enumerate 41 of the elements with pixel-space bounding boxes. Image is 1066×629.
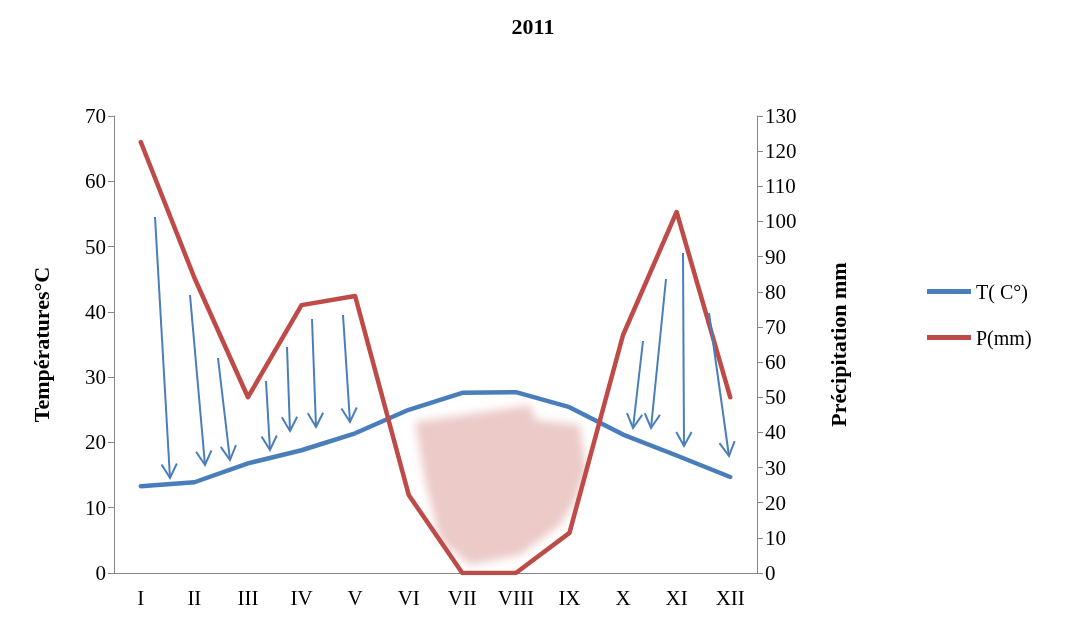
legend-label: T( C°) <box>976 280 1028 304</box>
y2-tick-label: 120 <box>765 139 797 164</box>
x-tick-label: III <box>237 585 259 610</box>
y2-tick-label: 0 <box>765 561 776 585</box>
x-tick-label: VI <box>397 585 420 610</box>
y2-tick-label: 50 <box>765 385 786 410</box>
y2-axis-title: Précipitation mm <box>825 262 851 427</box>
x-tick-label: X <box>615 585 631 610</box>
y-tick-label: 40 <box>85 299 106 324</box>
y2-tick-label: 20 <box>765 490 786 515</box>
y2-tick-label: 130 <box>765 104 797 128</box>
y2-tick-label: 60 <box>765 350 786 375</box>
y-axis-title: Températures°C <box>28 266 54 423</box>
x-tick-label: VIII <box>497 585 534 610</box>
y2-tick-label: 70 <box>765 314 786 339</box>
y-tick-label: 70 <box>85 104 106 128</box>
y2-tick-label: 40 <box>765 420 786 445</box>
legend-label: P(mm) <box>976 326 1032 350</box>
x-tick-label: I <box>137 585 145 610</box>
x-tick-label: XI <box>665 585 688 610</box>
y-tick-label: 10 <box>85 495 106 520</box>
chart-title: 2011 <box>511 13 555 39</box>
y2-tick-label: 80 <box>765 279 786 304</box>
x-tick-label: VII <box>447 585 477 610</box>
x-tick-label: II <box>187 585 202 610</box>
x-tick-label: IX <box>558 585 581 610</box>
y-tick-label: 50 <box>85 234 106 259</box>
y-tick-label: 0 <box>95 561 106 585</box>
y-tick-label: 20 <box>85 430 106 455</box>
x-tick-label: IV <box>290 585 313 610</box>
y-tick-label: 30 <box>85 365 106 390</box>
x-tick-label: V <box>347 585 363 610</box>
x-tick-label: XII <box>715 585 745 610</box>
line-series <box>138 389 733 489</box>
y2-tick-label: 100 <box>765 209 797 234</box>
y2-tick-label: 30 <box>765 455 786 480</box>
y-tick-label: 60 <box>85 169 106 194</box>
y2-tick-label: 10 <box>765 525 786 550</box>
y2-tick-label: 110 <box>765 174 796 199</box>
line-series <box>138 139 733 576</box>
y2-tick-label: 90 <box>765 244 786 269</box>
